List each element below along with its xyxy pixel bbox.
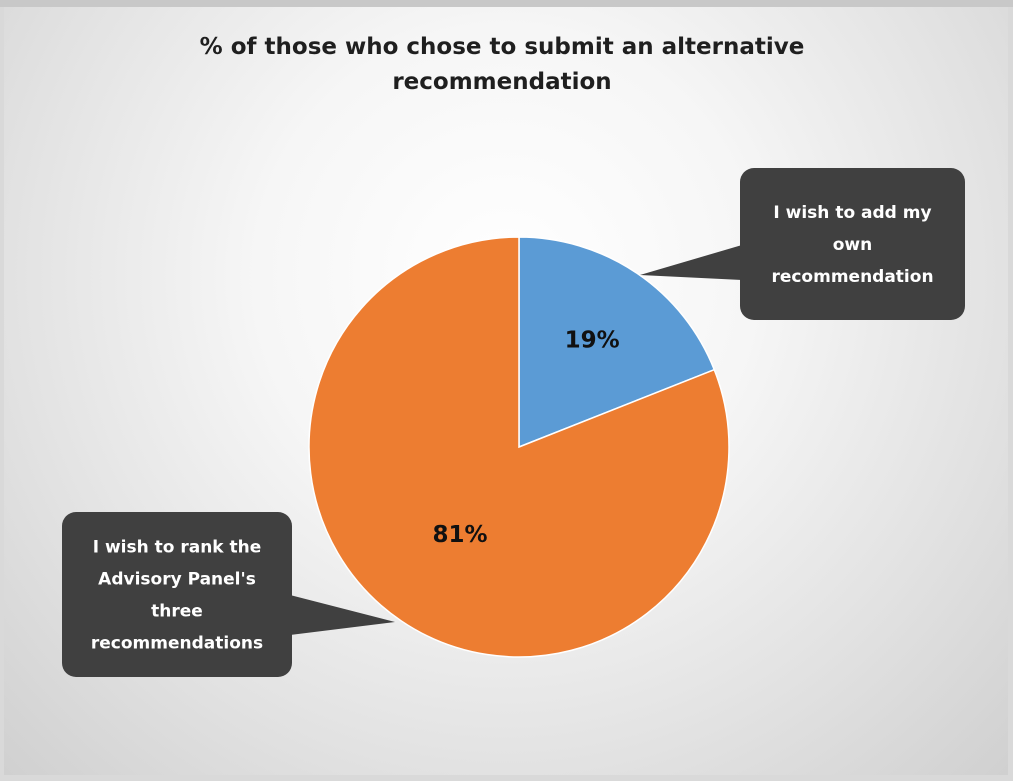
callout-box-1 (740, 168, 965, 320)
top-border (0, 0, 1013, 7)
data-label-2: 81% (432, 522, 487, 548)
chart-title-line-2: recommendation (392, 69, 612, 95)
pie-slice-1 (518, 236, 716, 449)
data-label-1: 19% (565, 327, 620, 353)
callout-2: I wish to rank the Advisory Panel's three r… (62, 512, 395, 677)
callout-2-line-2: Advisory Panel's (98, 570, 256, 590)
chart-title: % of those who chose to submit an altern… (120, 30, 884, 100)
callout-1-line-3: recommendation (771, 267, 933, 287)
callout-pointer-2 (290, 595, 395, 635)
chart-title-line-1: % of those who chose to submit an altern… (199, 34, 805, 60)
callout-2-line-3: three (151, 602, 203, 622)
pie-slice-2 (308, 236, 730, 658)
callout-box-2 (62, 512, 292, 677)
callout-1: I wish to add my own recommendation (640, 168, 965, 320)
callout-2-line-4: recommendations (91, 634, 263, 654)
callout-pointer-1 (640, 245, 742, 280)
callout-2-line-1: I wish to rank the (93, 538, 262, 558)
callout-1-line-1: I wish to add my (773, 203, 931, 223)
callout-1-line-2: own (833, 235, 873, 255)
